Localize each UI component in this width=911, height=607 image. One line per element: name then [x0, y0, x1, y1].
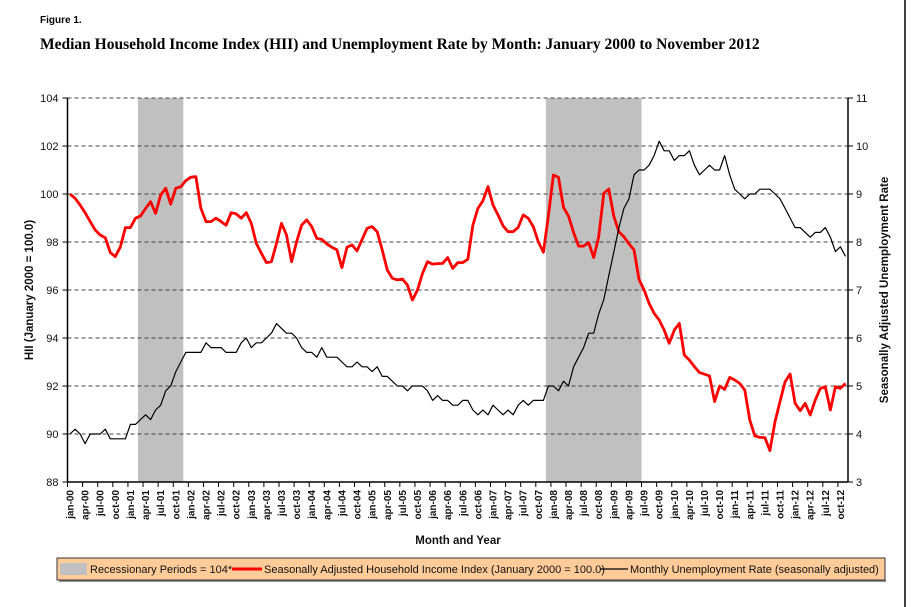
x-tick-label: apr-01	[141, 490, 152, 520]
right-y-tick-labels: 3 4 5 6 7 8 9 10 11	[856, 93, 868, 489]
right-y-tick-label: 9	[856, 189, 862, 201]
x-tick-label: jan-08	[549, 490, 560, 520]
x-tick-label: oct-11	[776, 490, 787, 519]
legend-box	[56, 557, 886, 581]
left-y-tick-label: 90	[46, 429, 58, 441]
x-tick-label: jul-06	[458, 490, 469, 518]
x-tick-label: apr-10	[685, 490, 696, 520]
legend-label-unemployment: Monthly Unemployment Rate (seasonally ad…	[630, 564, 879, 576]
x-tick-label: jan-05	[368, 490, 379, 520]
right-y-tick-label: 7	[856, 285, 862, 297]
x-tick-label: jul-00	[96, 490, 107, 518]
x-tick-label: apr-08	[564, 490, 575, 520]
left-y-tick-label: 102	[40, 141, 58, 153]
left-y-axis-label: HII (January 2000 = 100.0)	[24, 220, 36, 360]
x-tick-label: oct-10	[715, 490, 726, 520]
x-tick-label: jan-12	[791, 490, 802, 520]
right-y-tick-label: 4	[856, 429, 862, 441]
x-tick-label: apr-03	[262, 490, 273, 520]
left-y-tick-label: 96	[46, 285, 58, 297]
x-tick-label: jul-05	[398, 490, 409, 518]
legend-swatch-recession	[60, 563, 87, 575]
x-tick-label: jul-01	[156, 490, 167, 518]
legend: Recessionary Periods = 104* Seasonally A…	[56, 557, 886, 582]
left-y-tick-label: 98	[46, 237, 58, 249]
x-tick-label: oct-00	[111, 490, 122, 520]
unemployment-rate-line	[69, 140, 847, 445]
series-lines	[69, 140, 847, 453]
x-tick-label: oct-05	[413, 490, 424, 520]
figure-label: Figure 1.	[40, 15, 82, 26]
x-tick-label: oct-12	[836, 490, 847, 520]
legend-label-recession: Recessionary Periods = 104*	[90, 564, 233, 576]
x-tick-label: jul-10	[700, 490, 711, 518]
x-tick-label: apr-11	[745, 490, 756, 520]
x-tick-label: apr-04	[322, 490, 333, 520]
x-tick-label: jul-12	[821, 490, 832, 518]
x-tick-label: jan-02	[186, 490, 197, 520]
x-tick-label: jul-02	[217, 490, 228, 518]
gridlines	[67, 97, 848, 435]
x-tick-labels: jan-00 apr-00 jul-00 oct-00 jan-01 apr-01 jul-…	[66, 490, 847, 520]
x-tick-label: jan-10	[670, 490, 681, 520]
x-tick-label: jul-07	[519, 490, 530, 518]
x-tick-label: oct-04	[353, 490, 364, 520]
left-y-tick-label: 94	[46, 333, 58, 345]
x-tick-label: oct-06	[473, 490, 484, 520]
x-tick-label: jul-08	[579, 490, 590, 518]
income-index-line	[69, 173, 847, 453]
x-tick-label: apr-02	[201, 490, 212, 520]
axes	[62, 97, 853, 487]
x-tick-label: jul-09	[640, 490, 651, 518]
right-y-tick-label: 6	[856, 333, 862, 345]
x-tick-label: oct-03	[292, 490, 303, 520]
x-tick-label: jul-03	[277, 490, 288, 518]
x-tick-label: oct-08	[594, 490, 605, 520]
x-tick-label: oct-07	[534, 490, 545, 520]
x-tick-label: jan-04	[307, 490, 318, 520]
x-tick-label: apr-12	[806, 490, 817, 520]
x-tick-label: apr-06	[443, 490, 454, 520]
chart-title: Median Household Income Index (HII) and …	[40, 36, 760, 53]
right-y-tick-label: 3	[856, 477, 862, 489]
x-tick-label: apr-09	[624, 490, 635, 520]
x-tick-label: oct-09	[655, 490, 666, 520]
legend-label-income: Seasonally Adjusted Household Income Ind…	[264, 564, 605, 576]
x-tick-label: jan-11	[730, 490, 741, 520]
right-y-tick-label: 10	[856, 141, 868, 153]
x-tick-label: oct-01	[171, 490, 182, 520]
right-y-tick-label: 8	[856, 237, 862, 249]
right-y-axis-label: Seasonally Adjusted Unemployment Rate	[879, 177, 891, 403]
x-tick-label: apr-05	[383, 490, 394, 520]
left-y-tick-label: 104	[40, 93, 58, 105]
x-tick-label: jan-01	[126, 490, 137, 520]
left-y-tick-label: 88	[46, 477, 58, 489]
right-y-tick-label: 5	[856, 381, 862, 393]
x-tick-label: jan-03	[247, 490, 258, 520]
left-y-tick-label: 100	[40, 189, 58, 201]
x-tick-label: apr-00	[81, 490, 92, 520]
x-tick-label: oct-02	[232, 490, 243, 520]
right-y-tick-label: 11	[856, 93, 867, 105]
x-tick-label: jan-09	[609, 490, 620, 520]
left-y-tick-labels: 88 90 92 94 96 98 100 102 104	[40, 93, 58, 489]
x-tick-label: jul-11	[760, 490, 771, 517]
x-tick-label: apr-07	[504, 490, 515, 520]
x-tick-label: jan-07	[488, 490, 499, 520]
x-axis-label: Month and Year	[415, 535, 501, 547]
x-tick-label: jan-00	[66, 490, 77, 520]
x-tick-label: jan-06	[428, 490, 439, 520]
x-tick-label: jul-04	[337, 490, 348, 518]
left-y-tick-label: 92	[46, 381, 58, 393]
